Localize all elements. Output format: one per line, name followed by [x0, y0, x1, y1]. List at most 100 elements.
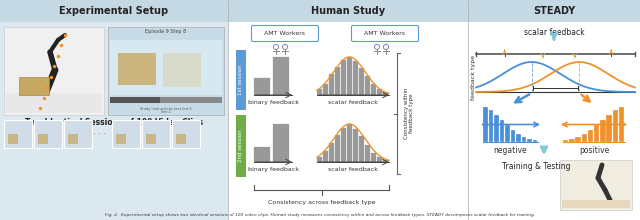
Bar: [359, 136, 364, 162]
Bar: [377, 89, 382, 95]
Text: Study instructions text line 1: Study instructions text line 1: [140, 107, 192, 111]
Bar: [254, 147, 270, 162]
Bar: [341, 60, 346, 95]
Bar: [323, 84, 328, 95]
Text: 1st session: 1st session: [239, 65, 243, 95]
Bar: [575, 137, 581, 142]
Bar: [563, 140, 568, 142]
Text: · · ·: · · ·: [93, 130, 107, 139]
Bar: [527, 139, 532, 142]
Bar: [335, 135, 340, 162]
Bar: [612, 110, 618, 142]
Bar: [560, 160, 632, 210]
Bar: [236, 50, 246, 110]
Text: line 2: line 2: [161, 110, 171, 114]
Text: binary feedback: binary feedback: [248, 167, 298, 172]
Bar: [254, 78, 270, 95]
Bar: [569, 139, 575, 142]
Bar: [499, 120, 504, 142]
Bar: [365, 145, 370, 162]
Bar: [516, 134, 521, 142]
Bar: [323, 151, 328, 162]
Bar: [353, 61, 358, 95]
Bar: [532, 140, 538, 142]
Bar: [588, 130, 593, 142]
Bar: [468, 0, 640, 22]
Text: scalar feedback: scalar feedback: [328, 99, 378, 104]
Bar: [108, 27, 224, 115]
Bar: [228, 0, 468, 220]
FancyBboxPatch shape: [252, 26, 319, 42]
Text: AMT Workers: AMT Workers: [365, 31, 406, 36]
Text: feedback type: feedback type: [470, 54, 476, 100]
Bar: [468, 0, 640, 220]
Bar: [377, 158, 382, 162]
Bar: [347, 57, 352, 95]
Bar: [110, 40, 222, 95]
Text: 2nd session: 2nd session: [239, 130, 243, 162]
Bar: [0, 0, 228, 220]
Bar: [511, 130, 515, 142]
Bar: [176, 134, 186, 144]
Bar: [110, 97, 161, 103]
Text: AMT Workers: AMT Workers: [264, 31, 305, 36]
Text: Consistency within
feedback type: Consistency within feedback type: [404, 88, 415, 139]
Bar: [8, 134, 18, 144]
Bar: [365, 76, 370, 95]
Bar: [38, 134, 48, 144]
Bar: [483, 107, 488, 142]
Bar: [607, 115, 612, 142]
Bar: [359, 68, 364, 95]
Bar: [64, 120, 92, 148]
Bar: [494, 115, 499, 142]
Bar: [522, 137, 526, 142]
Bar: [341, 128, 346, 162]
Bar: [34, 120, 62, 148]
Text: binary feedback: binary feedback: [248, 99, 298, 104]
Bar: [383, 92, 388, 95]
Bar: [163, 53, 201, 87]
Bar: [335, 66, 340, 95]
Text: Two Identical Sessions of 100 Video Clips: Two Identical Sessions of 100 Video Clip…: [25, 117, 203, 126]
Text: Experimental Setup: Experimental Setup: [60, 6, 168, 16]
Bar: [383, 160, 388, 162]
FancyBboxPatch shape: [351, 26, 419, 42]
Bar: [505, 125, 510, 142]
Bar: [329, 143, 334, 162]
Bar: [353, 128, 358, 162]
Bar: [112, 120, 140, 148]
Bar: [582, 134, 587, 142]
Text: scalar feedback: scalar feedback: [524, 28, 584, 37]
Bar: [4, 120, 32, 148]
Bar: [68, 134, 78, 144]
Bar: [0, 0, 228, 22]
Bar: [317, 158, 322, 162]
Bar: [110, 97, 222, 103]
Bar: [600, 120, 605, 142]
Text: Human Study: Human Study: [311, 6, 385, 16]
Text: STEADY: STEADY: [533, 6, 575, 16]
Bar: [118, 53, 156, 85]
Bar: [4, 27, 104, 115]
Bar: [273, 124, 289, 162]
Bar: [488, 110, 493, 142]
Bar: [562, 200, 630, 208]
Bar: [329, 74, 334, 95]
Text: Episode 9 Step 8: Episode 9 Step 8: [145, 29, 187, 33]
Bar: [172, 120, 200, 148]
Bar: [236, 115, 246, 177]
Bar: [146, 134, 156, 144]
Text: Consistency across feedback type: Consistency across feedback type: [268, 200, 375, 205]
Bar: [371, 152, 376, 162]
Text: positive: positive: [579, 145, 609, 154]
Bar: [273, 57, 289, 95]
Bar: [594, 125, 600, 142]
Text: negative: negative: [493, 145, 527, 154]
Text: Fig. 2.  Experimental setup shows two identical sessions of 100 video clips. Hum: Fig. 2. Experimental setup shows two ide…: [105, 213, 535, 217]
Bar: [347, 124, 352, 162]
Bar: [19, 77, 49, 95]
Bar: [317, 89, 322, 95]
Text: scalar feedback: scalar feedback: [328, 167, 378, 172]
Bar: [116, 134, 126, 144]
Bar: [371, 84, 376, 95]
